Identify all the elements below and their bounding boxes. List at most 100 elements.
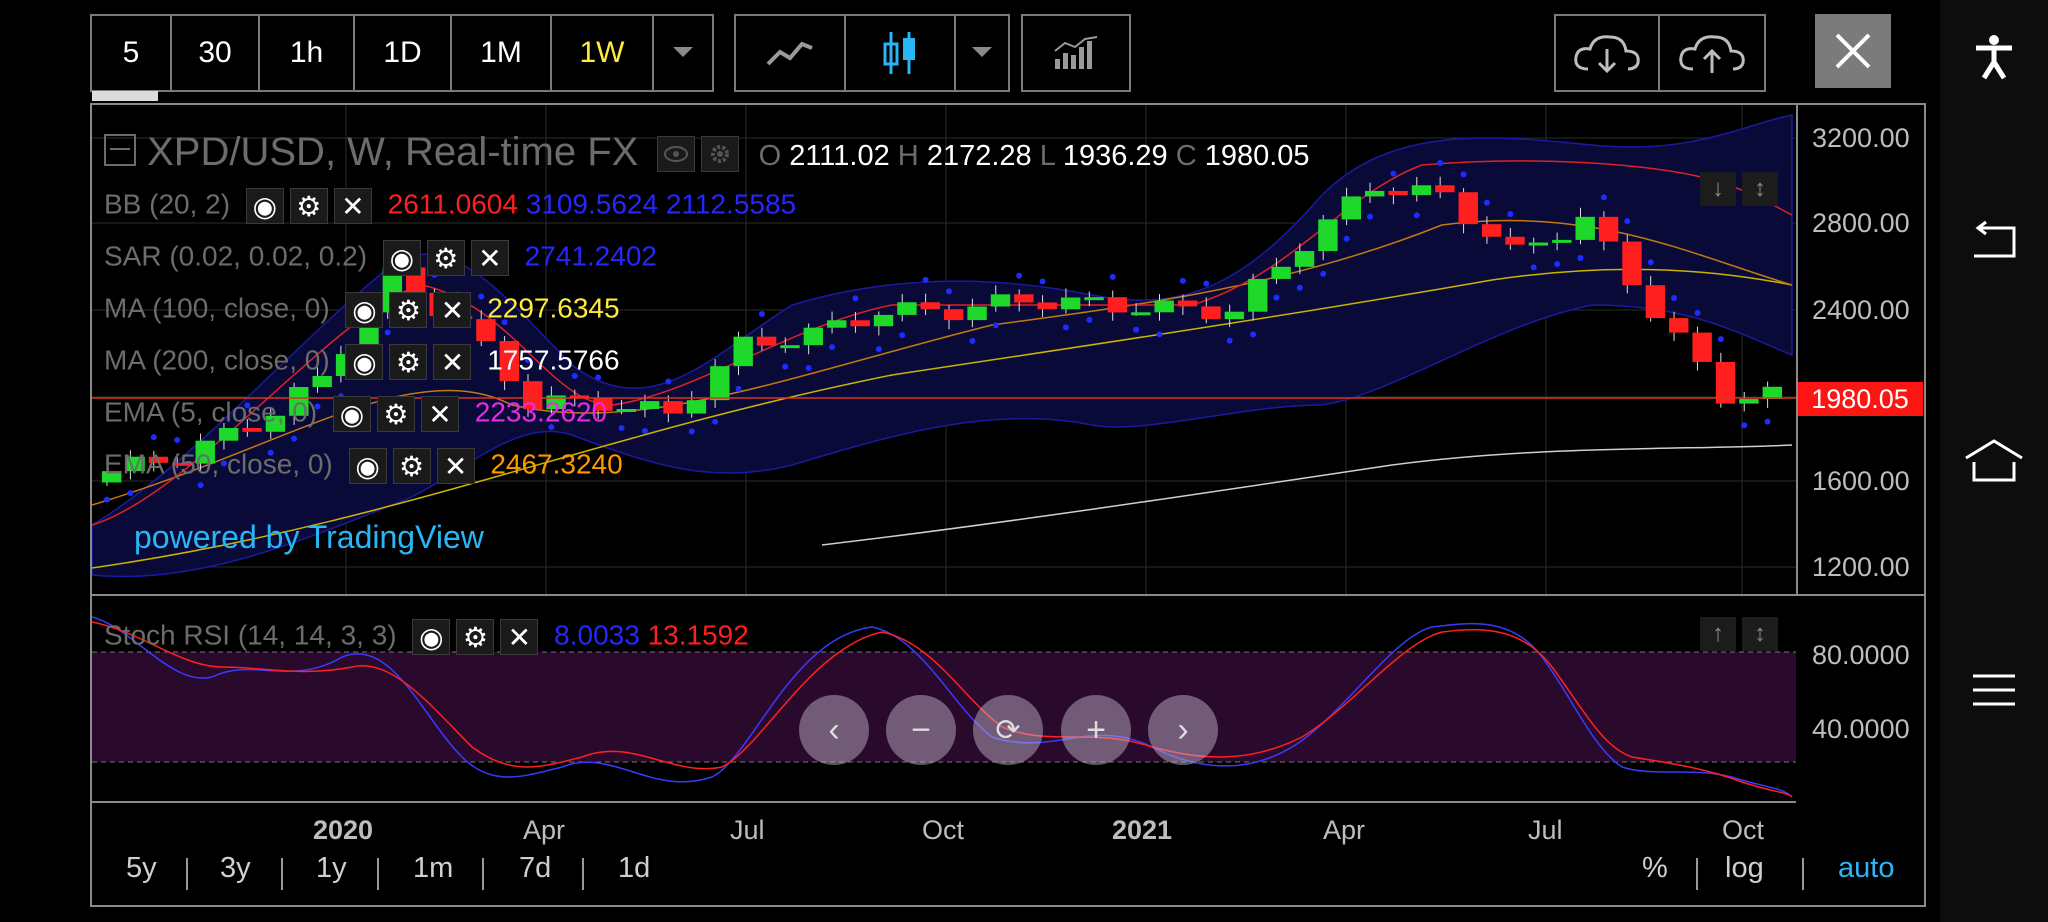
candle-body <box>1528 242 1549 246</box>
line-chart-button[interactable] <box>736 16 846 90</box>
candle-body <box>172 462 192 466</box>
close-icon[interactable]: ✕ <box>333 188 372 224</box>
sar-dot <box>1179 277 1186 284</box>
accessibility-button[interactable] <box>1940 12 2048 102</box>
gear-icon[interactable]: ⚙ <box>376 396 415 432</box>
back-button[interactable] <box>1940 195 2048 285</box>
maximize-pane-icon[interactable]: ↕ <box>1742 172 1778 206</box>
sar-dot <box>1156 331 1163 338</box>
sar-dot <box>1413 212 1420 219</box>
range-7d[interactable]: 7d <box>519 852 552 884</box>
gear-icon[interactable]: ⚙ <box>456 619 495 655</box>
interval-1d[interactable]: 1D <box>355 16 452 90</box>
maximize-pane-icon[interactable]: ↕ <box>1742 617 1778 651</box>
range-1m[interactable]: 1m <box>413 852 454 884</box>
candle-body <box>920 302 940 310</box>
interval-1m[interactable]: 1M <box>452 16 552 90</box>
sar-dot <box>291 435 298 442</box>
candle-body <box>593 397 613 411</box>
menu-icon <box>1973 674 2015 706</box>
time-tick: Jul <box>730 815 765 845</box>
percent-toggle[interactable]: % <box>1642 852 1668 884</box>
range-1y[interactable]: 1y <box>316 852 347 884</box>
zoom-out-button[interactable]: − <box>886 695 956 765</box>
interval-1h[interactable]: 1h <box>260 16 355 90</box>
close-icon[interactable]: ✕ <box>436 448 475 484</box>
sar-dot <box>899 332 906 339</box>
cloud-download-button[interactable] <box>1556 16 1660 90</box>
stoch-rsi-legend: Stoch RSI (14, 14, 3, 3) ◉ ⚙ ✕ 8.0033 13.1… <box>104 619 749 655</box>
gear-icon[interactable]: ⚙ <box>389 292 428 328</box>
sar-dot <box>1437 159 1444 166</box>
gear-icon[interactable]: ⚙ <box>392 448 431 484</box>
scroll-right-button[interactable]: › <box>1148 695 1218 765</box>
candle-body <box>1552 239 1572 243</box>
candle-body <box>1341 196 1361 220</box>
tradingview-watermark[interactable]: powered by TradingView <box>134 519 484 555</box>
chart-type-group <box>734 14 1010 92</box>
chart-type-dropdown[interactable] <box>956 16 1008 90</box>
close-icon[interactable]: ✕ <box>500 619 539 655</box>
candle-body <box>663 401 683 414</box>
close-button[interactable] <box>1815 14 1891 88</box>
reset-button[interactable]: ⟳ <box>973 695 1043 765</box>
log-toggle[interactable]: log <box>1725 852 1764 884</box>
gear-icon[interactable] <box>701 136 740 173</box>
range-3y[interactable]: 3y <box>220 852 251 884</box>
gear-icon[interactable]: ⚙ <box>426 240 465 276</box>
eye-icon[interactable] <box>657 136 696 173</box>
ema5-legend: EMA (5, close, 0) ◉ ⚙ ✕ 2233.2620 <box>104 396 607 432</box>
sar-dot <box>969 337 976 344</box>
current-price-badge: 1980.05 <box>1797 382 1923 416</box>
candle-body <box>780 345 800 349</box>
sar-dot <box>1741 422 1748 429</box>
sar-dot <box>1624 218 1631 225</box>
sar-dot <box>1530 264 1537 271</box>
zoom-in-button[interactable]: + <box>1061 695 1131 765</box>
interval-dropdown[interactable] <box>654 16 712 90</box>
candle-body <box>1060 297 1081 310</box>
sar-dot <box>595 374 602 381</box>
timeline-scroll-handle[interactable] <box>92 91 158 101</box>
eye-icon[interactable]: ◉ <box>412 619 451 655</box>
sar-dot <box>1717 336 1724 343</box>
interval-30[interactable]: 30 <box>172 16 260 90</box>
indicators-button[interactable] <box>1023 16 1129 90</box>
sar-dot <box>1062 324 1069 331</box>
range-1d[interactable]: 1d <box>618 852 651 884</box>
menu-button[interactable] <box>1940 645 2048 735</box>
price-tick: 3200.00 <box>1812 123 1910 153</box>
gear-icon[interactable]: ⚙ <box>289 188 328 224</box>
interval-1w[interactable]: 1W <box>552 16 654 90</box>
eye-icon[interactable]: ◉ <box>345 292 384 328</box>
scroll-up-icon[interactable]: ↑ <box>1700 617 1736 651</box>
stoch-rsi-canvas[interactable] <box>92 597 1796 801</box>
gear-icon[interactable]: ⚙ <box>389 344 428 380</box>
candle-body <box>1669 318 1689 333</box>
scroll-down-icon[interactable]: ↓ <box>1700 172 1736 206</box>
collapse-icon[interactable] <box>104 134 136 167</box>
close-icon[interactable]: ✕ <box>420 396 459 432</box>
interval-5[interactable]: 5 <box>92 16 172 90</box>
eye-icon[interactable]: ◉ <box>345 344 384 380</box>
close-icon[interactable]: ✕ <box>470 240 509 276</box>
close-icon[interactable]: ✕ <box>433 292 472 328</box>
scroll-left-button[interactable]: ‹ <box>799 695 869 765</box>
eye-icon[interactable]: ◉ <box>348 448 387 484</box>
eye-icon[interactable]: ◉ <box>245 188 284 224</box>
candle-body <box>1411 185 1432 196</box>
candle-chart-button[interactable] <box>846 16 956 90</box>
sar-dot <box>1039 278 1046 285</box>
range-5y[interactable]: 5y <box>126 852 157 884</box>
cloud-upload-button[interactable] <box>1660 16 1764 90</box>
auto-toggle[interactable]: auto <box>1838 852 1895 884</box>
candle-body <box>1715 361 1736 404</box>
caret-down-icon <box>673 47 693 57</box>
pane-divider[interactable] <box>92 594 1926 596</box>
chevron-right-icon: › <box>1177 710 1189 749</box>
accessibility-icon <box>1976 35 2012 80</box>
close-icon[interactable]: ✕ <box>433 344 472 380</box>
eye-icon[interactable]: ◉ <box>382 240 421 276</box>
eye-icon[interactable]: ◉ <box>332 396 371 432</box>
home-button[interactable] <box>1940 415 2048 505</box>
